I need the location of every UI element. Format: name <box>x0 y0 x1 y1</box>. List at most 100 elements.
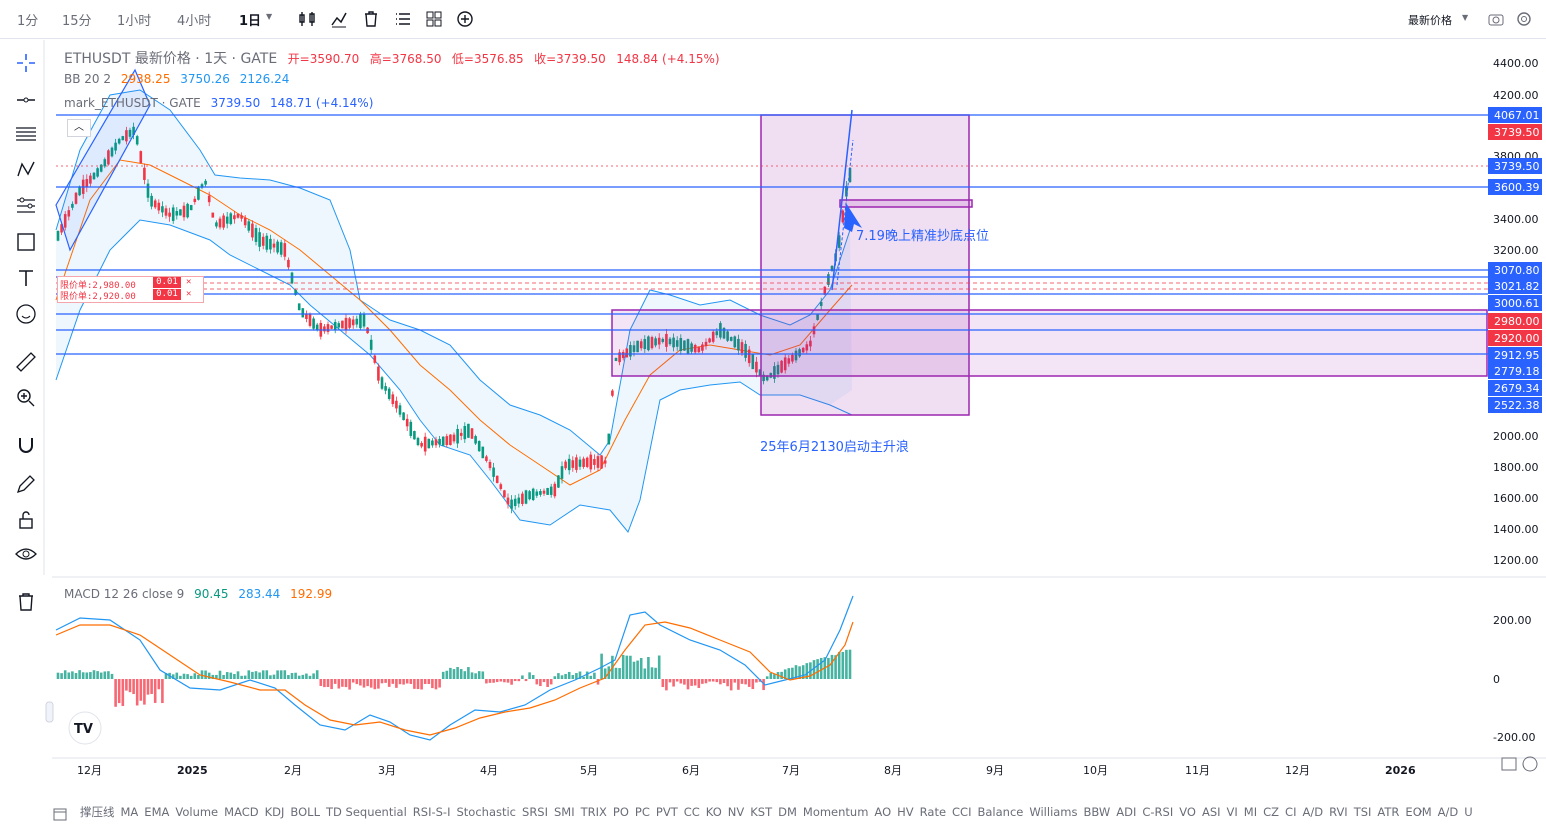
indicator-item[interactable]: Volume <box>175 805 219 819</box>
list-icon[interactable] <box>393 9 413 29</box>
add-icon[interactable] <box>455 9 475 29</box>
timeframe-4h[interactable]: 4小时 <box>177 14 212 29</box>
bb-legend[interactable]: BB 20 2 2938.25 3750.26 2126.24 <box>64 72 295 86</box>
price-axis[interactable]: 4400.00 4200.00 3800.00 3400.00 3200.00 … <box>1493 57 1539 567</box>
indicator-item[interactable]: SRSI <box>522 805 548 819</box>
indicator-item[interactable]: PO <box>612 805 629 819</box>
macd-title[interactable]: MACD 12 26 close 9 <box>64 587 185 601</box>
indicator-item[interactable]: KDJ <box>264 805 285 819</box>
horizontal-levels[interactable] <box>56 114 1488 355</box>
indicator-item[interactable]: TSI <box>1353 805 1372 819</box>
indicator-item[interactable]: A/D <box>1302 805 1324 819</box>
indicator-item[interactable]: TRIX <box>580 805 607 819</box>
indicator-item[interactable]: Williams <box>1029 805 1078 819</box>
candlestick-series[interactable] <box>56 122 852 514</box>
chevron-down-icon[interactable]: ▼ <box>1462 13 1469 22</box>
close-icon[interactable]: ✕ <box>186 289 192 299</box>
indicator-item[interactable]: EMA <box>144 805 170 819</box>
delete-icon[interactable] <box>14 590 38 614</box>
indicator-item[interactable]: MA <box>120 805 139 819</box>
symbol-legend[interactable]: ETHUSDT 最新价格 · 1天 · GATE 开=3590.70 高=376… <box>64 48 726 68</box>
timeframe-1h[interactable]: 1小时 <box>117 14 152 29</box>
indicator-item[interactable]: MI <box>1243 805 1258 819</box>
indicator-item[interactable]: NV <box>727 805 745 819</box>
range-box-bottom-zone[interactable] <box>839 199 973 208</box>
indicator-item[interactable]: KST <box>750 805 773 819</box>
timeframe-dropdown-icon[interactable]: ▼ <box>266 12 273 21</box>
crosshair-icon[interactable] <box>14 51 38 75</box>
indicator-item[interactable]: TD Sequential <box>325 805 407 819</box>
close-icon[interactable]: ✕ <box>186 277 192 287</box>
ruler-icon[interactable] <box>14 350 38 374</box>
lock-icon[interactable] <box>14 508 38 532</box>
trash-icon[interactable] <box>361 9 381 29</box>
indicator-item[interactable]: CI <box>1285 805 1297 819</box>
indicator-item[interactable]: BBW <box>1083 805 1111 819</box>
timeframe-1m[interactable]: 1分 <box>17 14 39 29</box>
indicator-item[interactable]: C-RSI <box>1142 805 1174 819</box>
indicator-item[interactable]: PC <box>634 805 650 819</box>
order-qty-2920[interactable]: 0.01 <box>153 289 181 300</box>
indicator-item[interactable]: ATR <box>1377 805 1400 819</box>
timeframe-1d[interactable]: 1日 <box>239 14 262 29</box>
projection-line[interactable] <box>836 139 854 286</box>
pencil-lock-icon[interactable] <box>14 472 38 496</box>
table-icon[interactable] <box>1501 757 1517 771</box>
mark-title[interactable]: mark_ETHUSDT · GATE <box>64 96 201 110</box>
range-box-main[interactable] <box>760 114 970 416</box>
timeframe-15m[interactable]: 15分 <box>62 14 92 29</box>
indicator-item[interactable]: Stochastic <box>456 805 517 819</box>
collapse-handle[interactable] <box>45 701 54 723</box>
projection-line[interactable] <box>831 109 853 291</box>
mark-legend[interactable]: mark_ETHUSDT · GATE 3739.50 148.71 (+4.1… <box>64 96 379 110</box>
settings-icon[interactable] <box>1514 9 1534 29</box>
bottom-note-label[interactable]: 7.19晚上精准抄底点位 <box>856 228 989 244</box>
indicator-item[interactable]: VI <box>1226 805 1238 819</box>
fib-icon[interactable] <box>14 122 38 146</box>
indicator-item[interactable]: Balance <box>977 805 1024 819</box>
launch-note-label[interactable]: 25年6月2130启动主升浪 <box>760 440 909 455</box>
indicator-item[interactable]: CCI <box>952 805 972 819</box>
indicator-item[interactable]: MACD <box>224 805 259 819</box>
candle-style-icon[interactable] <box>297 9 317 29</box>
text-icon[interactable] <box>14 266 38 290</box>
indicator-item[interactable]: EOM <box>1405 805 1432 819</box>
indicator-item[interactable]: SMI <box>554 805 575 819</box>
indicators-icon[interactable] <box>329 9 349 29</box>
indicator-item[interactable]: Momentum <box>802 805 869 819</box>
indicator-item[interactable]: 撑压线 <box>80 805 115 819</box>
scroll-up-icon[interactable]: ︿ <box>67 119 91 137</box>
indicator-item[interactable]: RSI-S-I <box>412 805 451 819</box>
indicator-item[interactable]: HV <box>897 805 914 819</box>
range-box-consolidation[interactable] <box>611 309 1488 377</box>
chevron-right-icon[interactable]: › <box>1418 804 1423 818</box>
zoom-in-icon[interactable] <box>14 386 38 410</box>
tradingview-logo[interactable] <box>68 711 102 745</box>
bb-title[interactable]: BB 20 2 <box>64 72 111 86</box>
trend-line-icon[interactable] <box>14 88 38 112</box>
order-qty-2980[interactable]: 0.01 <box>153 277 181 288</box>
indicator-item[interactable]: ADI <box>1116 805 1137 819</box>
indicator-item[interactable]: BOLL <box>290 805 320 819</box>
order-label-2980[interactable]: 限价单:2,980.00 <box>60 281 136 291</box>
indicator-item[interactable]: ASI <box>1201 805 1221 819</box>
camera-icon[interactable] <box>1486 9 1506 29</box>
calendar-icon[interactable] <box>52 806 68 822</box>
layout-grid-icon[interactable] <box>424 9 444 29</box>
indicator-item[interactable]: RVI <box>1329 805 1348 819</box>
indicator-item[interactable]: U <box>1464 805 1473 819</box>
indicator-item[interactable]: CZ <box>1263 805 1280 819</box>
indicator-item[interactable]: KO <box>705 805 722 819</box>
forecast-icon[interactable] <box>14 194 38 218</box>
eye-icon[interactable] <box>14 542 38 566</box>
price-mode-select[interactable]: 最新价格 <box>1408 14 1452 27</box>
indicator-item[interactable]: DM <box>778 805 797 819</box>
indicator-item[interactable]: PVT <box>655 805 678 819</box>
indicator-item[interactable]: CC <box>683 805 700 819</box>
macd-axis[interactable]: 200.00 0 -200.00 <box>1493 614 1535 744</box>
time-axis[interactable]: 12月 2025 2月 3月 4月 5月 6月 7月 8月 9月 10月 11月… <box>77 764 1416 777</box>
emoji-icon[interactable] <box>14 302 38 326</box>
indicator-item[interactable]: AO <box>874 805 892 819</box>
pattern-icon[interactable] <box>14 158 38 182</box>
